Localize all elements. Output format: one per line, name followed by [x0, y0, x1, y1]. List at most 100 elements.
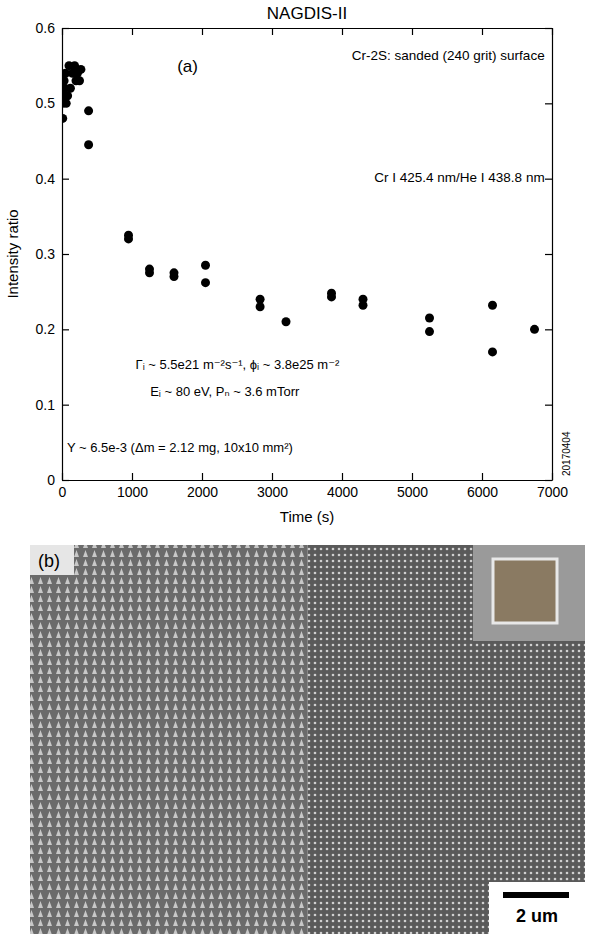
- tick: 0.4: [36, 171, 69, 187]
- point: [76, 65, 85, 74]
- tick-mark: [62, 28, 69, 29]
- tick: [202, 28, 203, 35]
- axis-line: [552, 29, 553, 481]
- point: [201, 261, 210, 270]
- plot: 0 1000 2000 3000 4000 5000 6000 7000 0 0.1 0.2 0.3 0…: [36, 20, 569, 500]
- annotation: Eᵢ ~ 80 eV, Pₙ ~ 3.6 mTorr: [150, 384, 300, 399]
- tick-mark: [272, 28, 273, 35]
- tick-label: 0.2: [36, 321, 56, 337]
- x-axis-top: [63, 28, 553, 35]
- tick-mark: [545, 28, 552, 29]
- point: [530, 325, 539, 334]
- figure: NAGDIS-II0100020003000400050006000700000…: [0, 0, 593, 940]
- tick-mark: [412, 28, 413, 35]
- scale-bar: [503, 892, 569, 898]
- tick-label: 5000: [397, 484, 428, 500]
- y-axis-right: [545, 29, 553, 481]
- panel-label: (b): [38, 551, 60, 571]
- point: [170, 272, 179, 281]
- tick: [272, 28, 273, 35]
- title: NAGDIS-II: [267, 4, 347, 23]
- tick-mark: [62, 179, 69, 180]
- tick-label: 0.4: [36, 171, 56, 187]
- tick-label: 0.6: [36, 20, 56, 36]
- scale-bar-box: [489, 882, 585, 934]
- tick: 0.3: [36, 246, 69, 262]
- tick: [545, 254, 552, 255]
- tick: 6000: [467, 473, 498, 500]
- tick-mark: [482, 28, 483, 35]
- tick-mark: [272, 473, 273, 480]
- tick: [545, 179, 552, 180]
- tick-label: 2000: [187, 484, 218, 500]
- annotation: Y ~ 6.5e-3 (Δm = 2.12 mg, 10x10 mm²): [67, 440, 293, 455]
- tick-label: 0.3: [36, 246, 56, 262]
- tick: 2000: [187, 473, 218, 500]
- annotation: Cr-2S: sanded (240 grit) surface: [352, 48, 545, 63]
- tick-mark: [545, 480, 552, 481]
- tick-mark: [132, 473, 133, 480]
- tick-mark: [545, 329, 552, 330]
- tick: [545, 480, 552, 481]
- point: [488, 301, 497, 310]
- tick-label: 0.1: [36, 397, 56, 413]
- tick-mark: [342, 473, 343, 480]
- tick: 4000: [327, 473, 358, 500]
- tick-mark: [545, 103, 552, 104]
- axis-line: [63, 480, 553, 481]
- tick: [545, 329, 552, 330]
- point: [124, 234, 133, 243]
- tick-label: 1000: [117, 484, 148, 500]
- scale-bar-label: 2 um: [516, 906, 558, 926]
- tick: 0: [47, 472, 69, 488]
- tick-mark: [412, 473, 413, 480]
- point: [425, 314, 434, 323]
- tick: 1000: [117, 473, 148, 500]
- tick-mark: [482, 473, 483, 480]
- tick: 0.1: [36, 397, 69, 413]
- point: [359, 301, 368, 310]
- image-panel: (b) 2 um: [30, 545, 585, 934]
- y-axis: 00.10.20.30.40.50.6: [36, 20, 69, 488]
- tick-mark: [342, 28, 343, 35]
- tick-label: 0: [59, 484, 67, 500]
- point: [201, 278, 210, 287]
- tick-mark: [545, 254, 552, 255]
- y-axis-title: Intensity ratio: [4, 209, 21, 298]
- label-patch: [30, 545, 74, 575]
- point: [327, 292, 336, 301]
- tick-label: 0: [47, 472, 55, 488]
- annotation: (a): [177, 57, 198, 76]
- micrograph-right: [308, 545, 586, 934]
- tick: [412, 28, 413, 35]
- tick-mark: [62, 405, 69, 406]
- tick-mark: [202, 473, 203, 480]
- tick-label: 4000: [327, 484, 358, 500]
- point: [282, 317, 291, 326]
- tick-mark: [132, 28, 133, 35]
- tick: [132, 28, 133, 35]
- inset-photo: [473, 545, 585, 641]
- tick-mark: [545, 179, 552, 180]
- tick: [545, 28, 552, 29]
- points: [62, 61, 539, 356]
- tick: [545, 405, 552, 406]
- tick: 0.6: [36, 20, 69, 36]
- annotation: Cr I 425.4 nm/He I 438.8 nm: [374, 170, 544, 185]
- tick-mark: [62, 480, 69, 481]
- point: [66, 84, 75, 93]
- tick: 3000: [257, 473, 288, 500]
- point: [62, 114, 67, 123]
- x-axis: 0 1000 2000 3000 4000 5000 6000 7000: [59, 473, 569, 500]
- tick-label: 7000: [537, 484, 568, 500]
- inset-sample: [493, 559, 557, 623]
- point: [145, 268, 154, 277]
- tick-mark: [545, 405, 552, 406]
- point: [84, 140, 93, 149]
- tick: [342, 28, 343, 35]
- axis-line: [63, 28, 553, 29]
- tick: 5000: [397, 473, 428, 500]
- micrograph-left: [30, 545, 308, 934]
- point: [425, 327, 434, 336]
- point: [62, 99, 71, 108]
